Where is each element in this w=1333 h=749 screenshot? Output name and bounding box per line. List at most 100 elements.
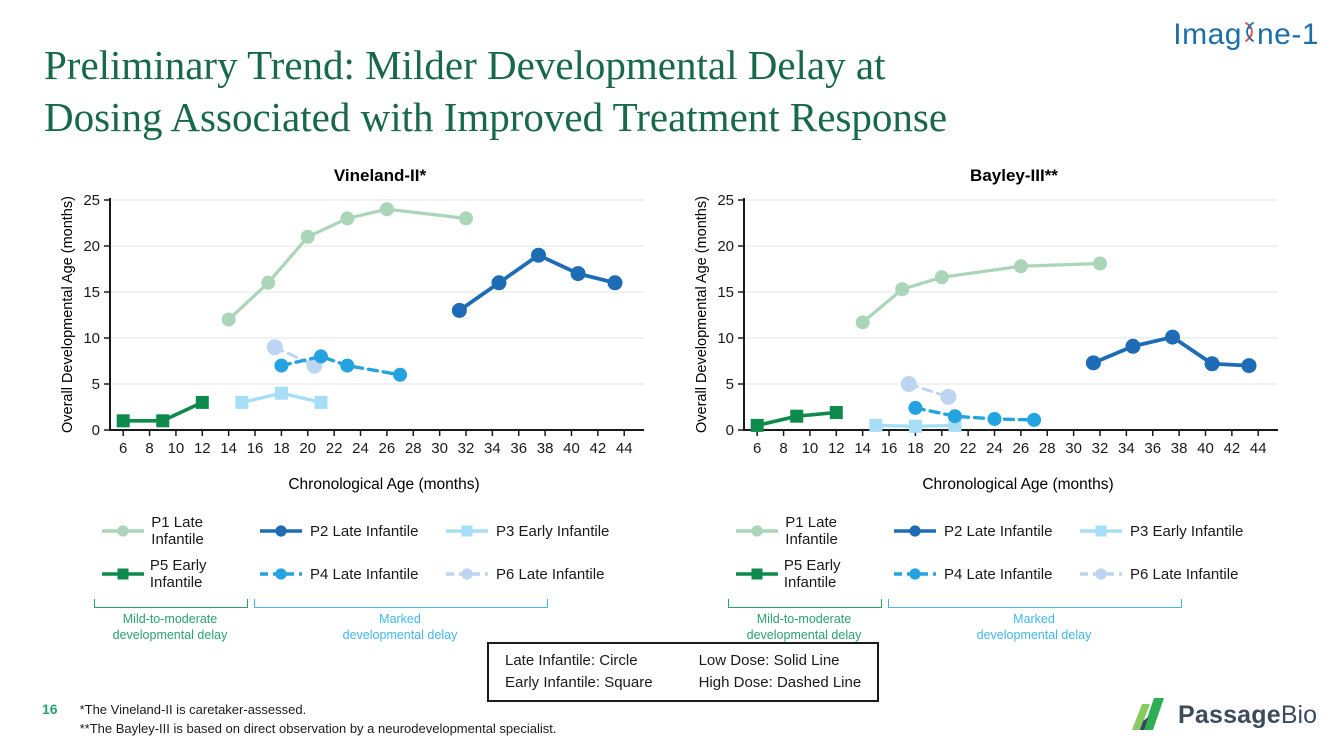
svg-text:20: 20 bbox=[933, 440, 950, 457]
footnote-vineland: *The Vineland-II is caretaker-assessed. bbox=[79, 702, 307, 717]
circle-marker-sample-icon bbox=[260, 525, 302, 537]
svg-text:6: 6 bbox=[753, 440, 761, 457]
svg-text:20: 20 bbox=[83, 238, 100, 255]
marker-key-left-column: Late Infantile: Circle Early Infantile: … bbox=[505, 650, 653, 694]
svg-text:10: 10 bbox=[717, 330, 734, 347]
square-marker-sample-icon bbox=[102, 568, 144, 580]
legend-item-p2: P2 Late Infantile bbox=[892, 514, 1078, 548]
marked-delay-label: Marked developmental delay bbox=[888, 611, 1180, 643]
circle-marker-sample-icon bbox=[736, 525, 778, 537]
svg-text:25: 25 bbox=[83, 192, 100, 209]
dna-helix-icon bbox=[1243, 20, 1256, 54]
svg-text:20: 20 bbox=[717, 238, 734, 255]
svg-text:16: 16 bbox=[881, 440, 898, 457]
legend-item-p6: P6 Late Infantile bbox=[444, 557, 630, 591]
passage-bio-icon bbox=[1131, 698, 1164, 730]
legend-item-p3: P3 Early Infantile bbox=[444, 514, 630, 548]
marker-key-right-column: Low Dose: Solid Line High Dose: Dashed L… bbox=[699, 650, 862, 694]
svg-text:15: 15 bbox=[717, 284, 734, 301]
legend-item-label: P2 Late Infantile bbox=[944, 522, 1053, 540]
vineland-brackets: Mild-to-moderate developmental delay Mar… bbox=[58, 599, 658, 657]
svg-text:44: 44 bbox=[616, 440, 633, 457]
svg-text:10: 10 bbox=[168, 440, 185, 457]
vineland-chart: 6 8 10 12 14 16 18 20 22 24 26 28 30 32 34 36 38 40 42 44 0 5… bbox=[83, 192, 644, 457]
square-marker-sample-icon bbox=[736, 568, 778, 580]
mild-delay-label: Mild-to-moderate developmental delay bbox=[728, 611, 880, 643]
svg-text:32: 32 bbox=[1092, 440, 1109, 457]
circle-marker-sample-icon bbox=[894, 568, 936, 580]
bayley-y-axis-label: Overall Developmental Age (months) bbox=[694, 196, 710, 434]
svg-text:18: 18 bbox=[907, 440, 924, 457]
svg-text:26: 26 bbox=[379, 440, 396, 457]
svg-text:14: 14 bbox=[854, 440, 871, 457]
svg-text:8: 8 bbox=[779, 440, 787, 457]
svg-text:22: 22 bbox=[326, 440, 343, 457]
vineland-legend: P1 Late Infantile P2 Late Infantile P3 Ear… bbox=[100, 514, 658, 591]
legend-item-label: P5 Early Infantile bbox=[783, 557, 841, 591]
mild-delay-label-line2: developmental delay bbox=[746, 628, 862, 642]
bayley-x-axis-label: Chronological Age (months) bbox=[922, 476, 1114, 493]
svg-text:34: 34 bbox=[1118, 440, 1135, 457]
legend-item-p6: P6 Late Infantile bbox=[1078, 557, 1264, 591]
mild-delay-label-line1: Mild-to-moderate bbox=[122, 612, 218, 626]
svg-text:38: 38 bbox=[537, 440, 554, 457]
marked-delay-label-line1: Marked bbox=[379, 612, 421, 626]
mild-delay-bracket bbox=[94, 599, 248, 608]
svg-text:5: 5 bbox=[726, 376, 734, 393]
svg-text:16: 16 bbox=[247, 440, 264, 457]
mild-delay-label-line2: developmental delay bbox=[112, 628, 228, 642]
svg-text:32: 32 bbox=[458, 440, 475, 457]
legend-item-p5: P5 Early Infantile bbox=[734, 557, 892, 591]
svg-text:18: 18 bbox=[273, 440, 290, 457]
svg-text:24: 24 bbox=[986, 440, 1003, 457]
svg-text:20: 20 bbox=[299, 440, 316, 457]
passage-bio-logo: PassageBio bbox=[1131, 697, 1317, 733]
legend-item-label: P1 Late Infantile bbox=[785, 514, 838, 548]
circle-marker-sample-icon bbox=[894, 525, 936, 537]
svg-text:10: 10 bbox=[802, 440, 819, 457]
svg-text:5: 5 bbox=[92, 376, 100, 393]
legend-item-label: P6 Late Infantile bbox=[1130, 565, 1239, 583]
svg-text:8: 8 bbox=[145, 440, 153, 457]
svg-text:28: 28 bbox=[1039, 440, 1056, 457]
bio-text: Bio bbox=[1280, 700, 1317, 729]
vineland-x-axis-label: Chronological Age (months) bbox=[288, 476, 480, 493]
footnote-bayley: **The Bayley-III is based on direct obse… bbox=[79, 721, 557, 736]
legend-item-p3: P3 Early Infantile bbox=[1078, 514, 1264, 548]
svg-text:12: 12 bbox=[194, 440, 211, 457]
vineland-chart-block: Vineland-II* Overall Developmental Age (… bbox=[58, 166, 658, 657]
svg-text:30: 30 bbox=[431, 440, 448, 457]
svg-text:40: 40 bbox=[563, 440, 580, 457]
marked-delay-label-line2: developmental delay bbox=[342, 628, 458, 642]
legend-item-label: P6 Late Infantile bbox=[496, 565, 605, 583]
bayley-legend: P1 Late Infantile P2 Late Infantile P3 Ear… bbox=[734, 514, 1292, 591]
svg-text:22: 22 bbox=[960, 440, 977, 457]
bayley-chart-title: Bayley-III** bbox=[970, 166, 1058, 185]
svg-text:34: 34 bbox=[484, 440, 501, 457]
mild-delay-label: Mild-to-moderate developmental delay bbox=[94, 611, 246, 643]
bayley-brackets: Mild-to-moderate developmental delay Mar… bbox=[692, 599, 1292, 657]
imagine-logo-text-left: Imag bbox=[1173, 18, 1242, 51]
svg-text:30: 30 bbox=[1065, 440, 1082, 457]
marker-key-early-infantile: Early Infantile: Square bbox=[505, 674, 653, 691]
legend-item-p1: P1 Late Infantile bbox=[100, 514, 258, 548]
svg-text:36: 36 bbox=[510, 440, 527, 457]
legend-item-label: P2 Late Infantile bbox=[310, 522, 419, 540]
svg-text:36: 36 bbox=[1144, 440, 1161, 457]
svg-text:0: 0 bbox=[92, 422, 100, 439]
legend-item-p1: P1 Late Infantile bbox=[734, 514, 892, 548]
vineland-plot: Overall Developmental Age (months) 6 8 10 1… bbox=[58, 190, 658, 490]
bayley-plot: Overall Developmental Age (months) 6 8 10 1… bbox=[692, 190, 1292, 490]
marker-key-high-dose: High Dose: Dashed Line bbox=[698, 674, 862, 691]
svg-text:0: 0 bbox=[726, 422, 734, 439]
marker-key-late-infantile: Late Infantile: Circle bbox=[505, 652, 638, 669]
bayley-chart: 6 8 10 12 14 16 18 20 22 24 26 28 30 32 34 36 38 40 42 44 0 5… bbox=[717, 192, 1278, 457]
mild-delay-bracket bbox=[728, 599, 882, 608]
svg-text:26: 26 bbox=[1013, 440, 1030, 457]
square-marker-sample-icon bbox=[1080, 525, 1122, 537]
vineland-chart-title: Vineland-II* bbox=[333, 166, 427, 185]
marked-delay-label-line1: Marked bbox=[1013, 612, 1055, 626]
passage-bio-wordmark: PassageBio bbox=[1178, 701, 1317, 730]
svg-text:38: 38 bbox=[1171, 440, 1188, 457]
